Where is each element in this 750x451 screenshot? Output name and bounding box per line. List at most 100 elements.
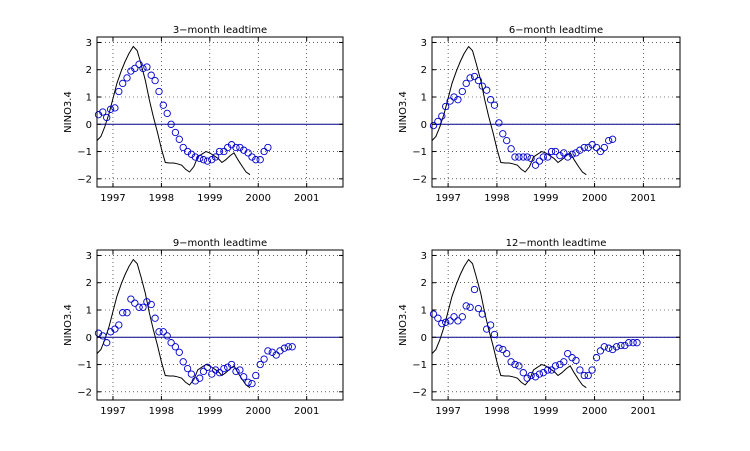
y-tick-label: −1 xyxy=(77,360,92,371)
forecast-point xyxy=(462,79,470,88)
forecast-point xyxy=(515,362,523,370)
forecast-point xyxy=(284,343,292,351)
y-axis-label: NINO3.4 xyxy=(398,91,409,133)
forecast-point xyxy=(280,344,289,352)
x-tick-label: 2001 xyxy=(631,406,656,417)
forecast-point xyxy=(499,345,507,354)
forecast-point xyxy=(220,147,228,156)
forecast-point xyxy=(633,339,641,347)
observed-line xyxy=(96,258,251,389)
forecast-point xyxy=(151,314,159,322)
observed-line xyxy=(431,45,587,176)
forecast-point xyxy=(175,348,183,356)
forecast-point xyxy=(103,113,111,122)
observed-line xyxy=(96,45,251,176)
forecast-point xyxy=(179,143,187,152)
forecast-point xyxy=(106,105,115,113)
forecast-point xyxy=(143,63,151,71)
y-tick-label: 3 xyxy=(421,38,427,49)
forecast-point xyxy=(123,74,131,82)
forecast-point xyxy=(211,153,220,161)
forecast-point xyxy=(115,87,123,96)
axes-frame xyxy=(96,249,344,401)
forecast-point xyxy=(232,367,240,376)
forecast-point xyxy=(478,82,486,90)
forecast-point xyxy=(119,309,127,317)
forecast-point xyxy=(191,153,199,161)
forecast-point xyxy=(248,153,256,161)
forecast-point xyxy=(495,119,503,127)
y-tick-label: 0 xyxy=(421,333,427,344)
forecast-point xyxy=(458,313,466,321)
forecast-point xyxy=(454,96,462,104)
forecast-point xyxy=(478,310,486,318)
forecast-point xyxy=(450,313,458,321)
forecast-point xyxy=(519,369,527,377)
forecast-point xyxy=(547,366,556,374)
forecast-point xyxy=(527,371,535,380)
forecast-point xyxy=(215,369,224,377)
x-tick-label: 1998 xyxy=(484,406,509,417)
forecast-point xyxy=(236,143,244,152)
forecast-point xyxy=(183,364,192,373)
forecast-point xyxy=(592,354,601,362)
forecast-point xyxy=(227,360,236,369)
forecast-point xyxy=(199,367,208,376)
y-tick-label: 3 xyxy=(421,251,427,262)
forecast-point xyxy=(612,343,621,351)
y-axis-label: NINO3.4 xyxy=(63,304,74,346)
forecast-point xyxy=(474,76,483,85)
forecast-point xyxy=(155,328,163,336)
forecast-point xyxy=(511,360,519,369)
axes-frame xyxy=(431,249,681,401)
subplot-title: 9−month leadtime xyxy=(173,238,267,249)
y-tick-label: 3 xyxy=(86,38,92,49)
forecast-point xyxy=(123,309,131,317)
y-tick-label: −2 xyxy=(77,387,92,398)
forecast-point xyxy=(131,299,139,307)
forecast-point xyxy=(111,325,119,333)
x-tick-label: 1997 xyxy=(100,406,125,417)
forecast-point xyxy=(264,143,272,152)
forecast-point xyxy=(560,149,568,157)
y-tick-label: −1 xyxy=(77,147,92,158)
forecast-point xyxy=(196,374,204,382)
forecast-point xyxy=(256,156,264,164)
forecast-point xyxy=(272,351,280,359)
forecast-point xyxy=(474,304,483,313)
x-tick-label: 1997 xyxy=(435,406,460,417)
forecast-point xyxy=(490,330,499,339)
forecast-point xyxy=(196,154,204,163)
forecast-point xyxy=(572,356,580,365)
y-tick-label: −1 xyxy=(412,147,427,158)
forecast-point xyxy=(580,371,588,380)
forecast-point xyxy=(600,343,608,351)
forecast-point xyxy=(605,136,613,145)
forecast-point xyxy=(470,72,479,81)
forecast-point xyxy=(580,143,588,152)
x-tick-label: 1999 xyxy=(197,193,222,204)
forecast-point xyxy=(483,86,491,94)
x-tick-label: 2001 xyxy=(631,193,656,204)
y-tick-label: −2 xyxy=(412,174,427,185)
forecast-point xyxy=(135,60,143,68)
x-tick-label: 2000 xyxy=(582,193,607,204)
forecast-point xyxy=(531,161,540,169)
subplot-4: 1997 1998 1999 2000 2001 −2 −1 0 1 2 3 12−month lea… xyxy=(398,238,681,417)
y-axis-label: NINO3.4 xyxy=(63,91,74,133)
subplot-1: 1997 1998 1999 2000 2001 −2 −1 0 1 2 3 3−month lead… xyxy=(63,25,344,204)
forecast-point xyxy=(551,362,560,370)
x-tick-label: 1999 xyxy=(533,193,558,204)
forecast-point xyxy=(617,341,625,350)
axes-frame xyxy=(96,36,344,188)
x-tick-label: 1998 xyxy=(484,193,509,204)
forecast-point xyxy=(171,128,180,137)
forecast-point xyxy=(163,332,171,340)
forecast-point xyxy=(592,143,601,152)
forecast-point xyxy=(151,76,159,85)
forecast-point xyxy=(564,349,572,358)
forecast-point xyxy=(208,156,216,164)
forecast-point xyxy=(438,112,446,120)
forecast-point xyxy=(215,147,224,156)
